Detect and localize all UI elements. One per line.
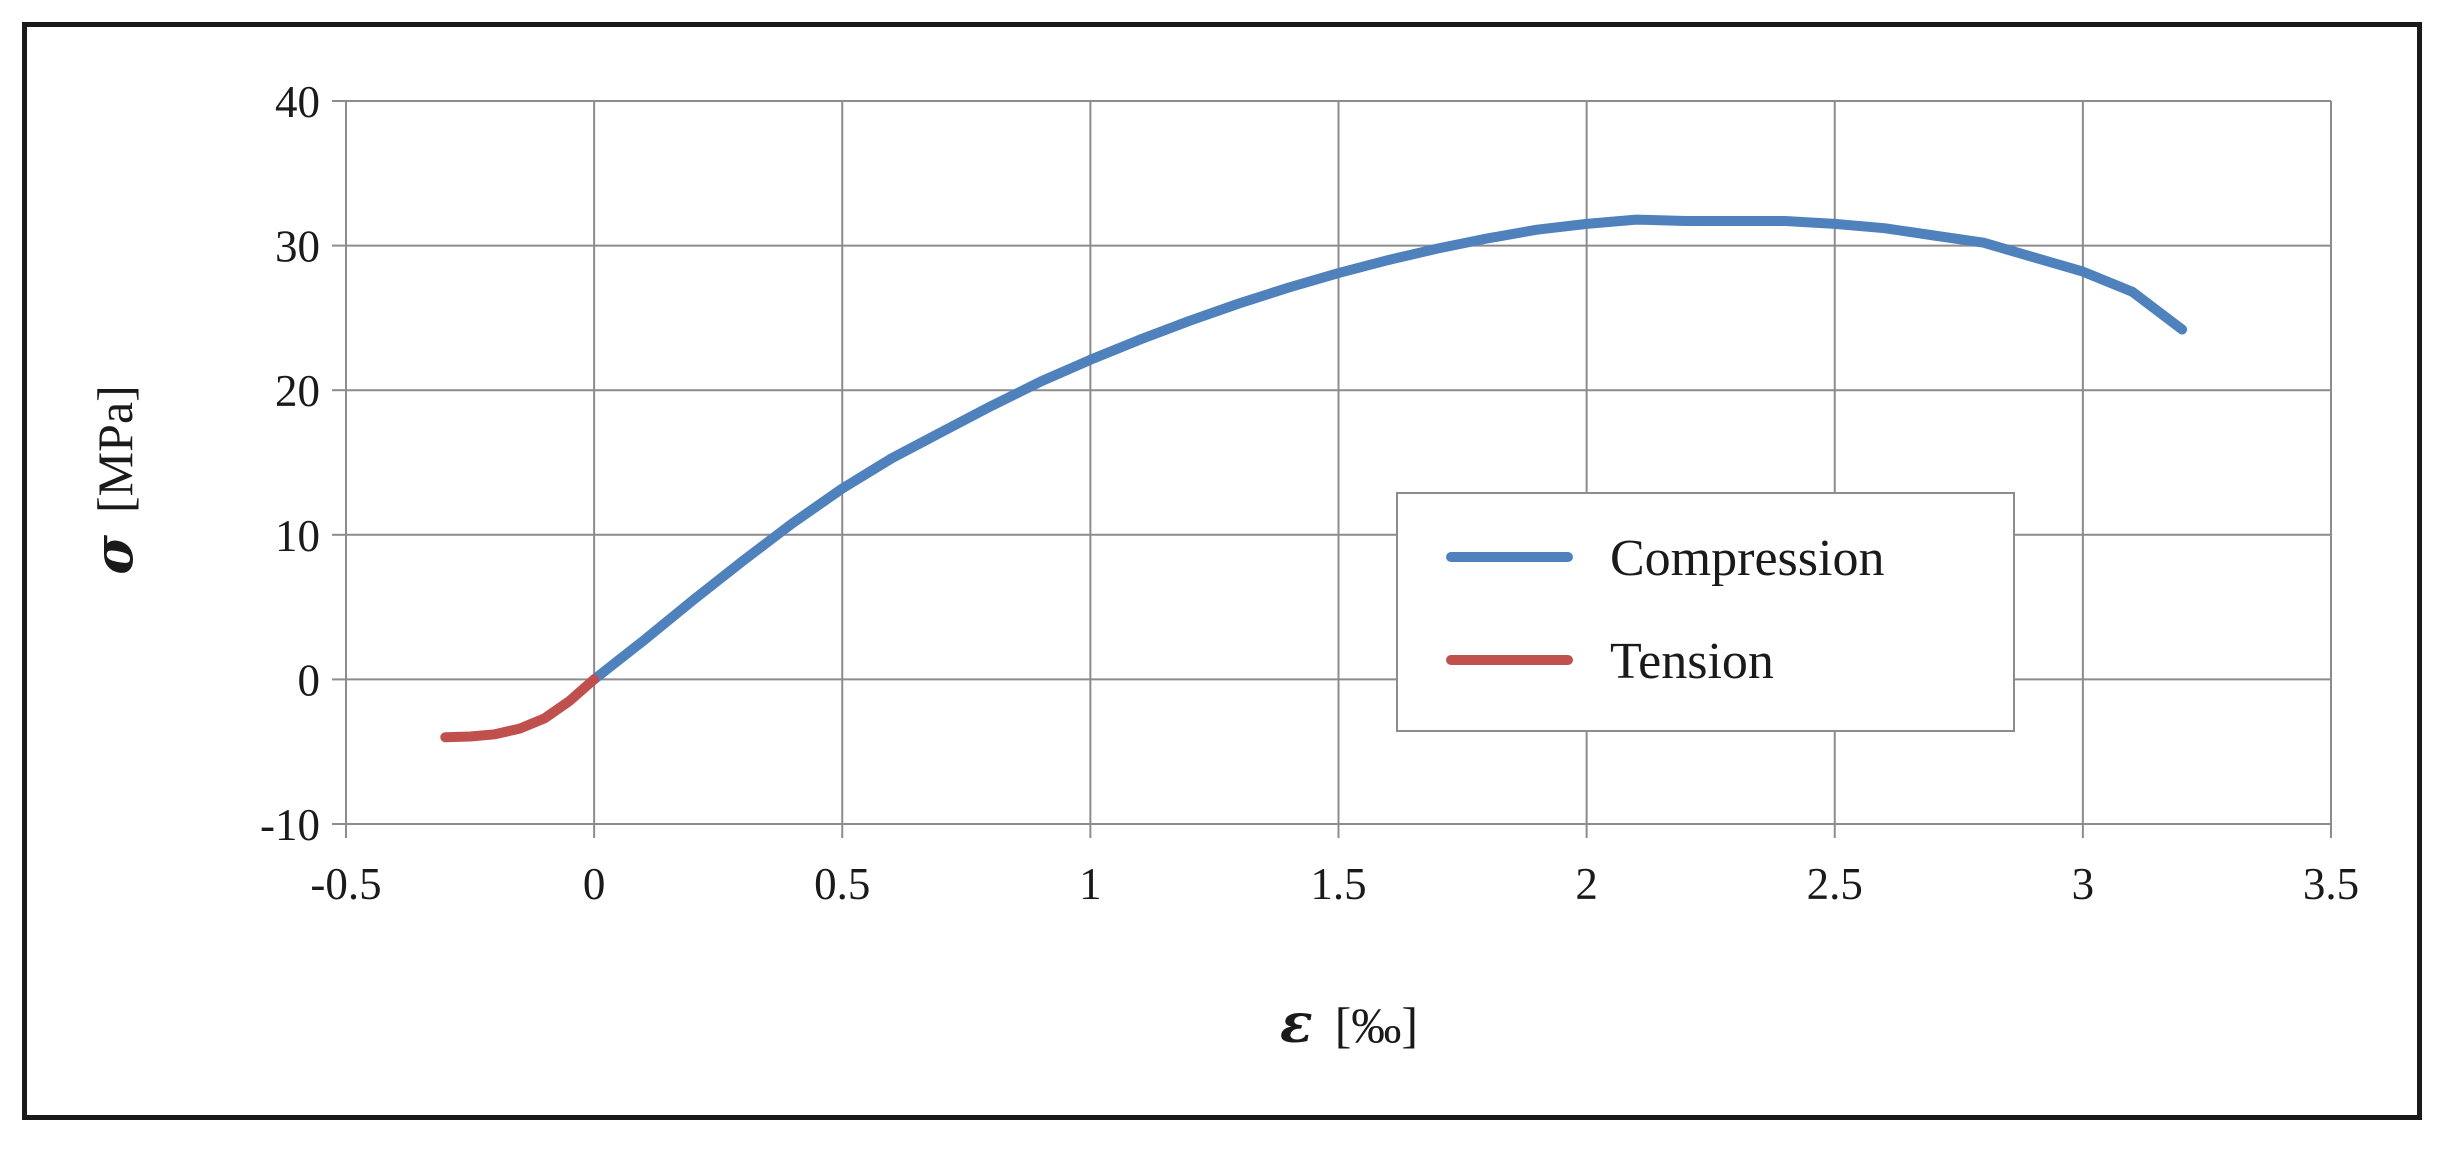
x-tick-label: 3.5 [2303, 859, 2359, 909]
x-tick-label: 3 [2072, 859, 2095, 909]
x-tick-label: 2.5 [1807, 859, 1863, 909]
x-axis-title: ε [‰] [1280, 991, 1418, 1055]
y-tick-label: 0 [298, 655, 321, 705]
series-layer [440, 214, 2188, 743]
x-tick-label: 0.5 [814, 859, 870, 909]
x-tick-label: 1 [1079, 859, 1102, 909]
x-tick-label: 2 [1575, 859, 1598, 909]
x-axis-unit: [‰] [1335, 997, 1418, 1053]
tick-labels: -0.5 0 0.5 1 1.5 2 2.5 3 3.5 -10 0 10 20 30 40 [260, 77, 2359, 909]
y-tick-label: 20 [275, 366, 320, 416]
y-axis-title: σ [MPa] [81, 385, 145, 575]
chart-frame: -0.5 0 0.5 1 1.5 2 2.5 3 3.5 -10 0 10 20 30 40 σ [MPa]… [22, 22, 2422, 1120]
y-tick-label: 10 [275, 511, 320, 561]
chart-canvas: -0.5 0 0.5 1 1.5 2 2.5 3 3.5 -10 0 10 20 30 40 σ [MPa]… [81, 77, 2359, 1055]
svg-text:σ [MPa]: σ [MPa] [81, 385, 145, 575]
y-axis-symbol: σ [81, 535, 145, 575]
y-axis-unit: [MPa] [87, 385, 143, 513]
y-tick-label: -10 [260, 800, 320, 850]
legend-label-compression: Compression [1610, 530, 1884, 587]
y-tick-label: 40 [275, 77, 320, 127]
grid [345, 100, 2332, 825]
x-tick-label: -0.5 [310, 859, 381, 909]
series-line-compression [589, 214, 2188, 685]
y-tick-label: 30 [275, 222, 320, 272]
legend-label-tension: Tension [1610, 633, 1774, 690]
series-line-tension [440, 674, 600, 743]
axes [332, 100, 2332, 838]
x-tick-label: 0 [583, 859, 606, 909]
x-axis-symbol: ε [1280, 991, 1313, 1055]
x-tick-label: 1.5 [1310, 859, 1366, 909]
legend: Compression Tension [1396, 492, 2015, 732]
svg-text:ε [‰]: ε [‰] [1280, 991, 1418, 1055]
legend-box [1396, 492, 2015, 732]
